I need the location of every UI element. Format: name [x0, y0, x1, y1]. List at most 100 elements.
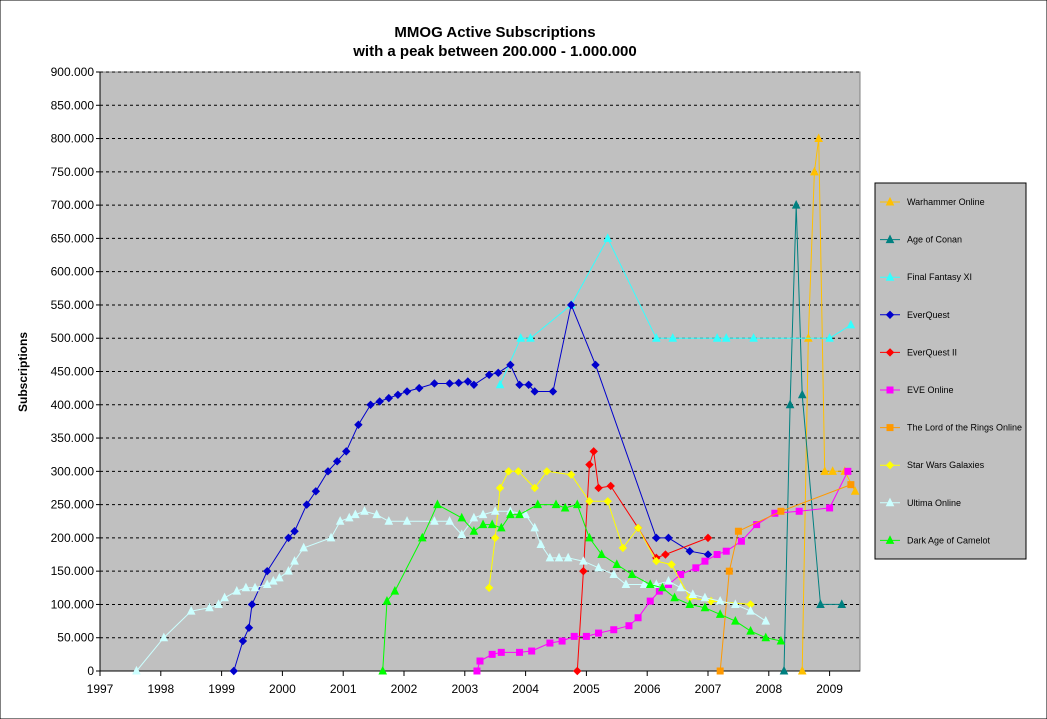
y-tick-label: 800.000 [51, 132, 95, 146]
y-tick-label: 400.000 [51, 398, 95, 412]
data-point [548, 387, 558, 396]
data-point [229, 666, 238, 676]
x-tick-label: 2003 [451, 682, 478, 696]
data-point [850, 486, 860, 495]
data-point [484, 583, 494, 593]
data-point [846, 319, 856, 329]
data-point [238, 636, 248, 646]
data-point [457, 512, 467, 522]
y-tick-label: 550.000 [51, 298, 95, 312]
legend-label: Warhammer Online [907, 197, 985, 207]
data-point [445, 516, 454, 525]
x-tick-label: 2004 [512, 682, 539, 696]
data-point [494, 368, 503, 378]
y-tick-label: 250.000 [51, 498, 95, 512]
data-point [625, 622, 633, 630]
legend-marker [885, 497, 895, 507]
x-tick-label: 1998 [147, 682, 174, 696]
data-point [445, 379, 454, 388]
data-point [797, 665, 807, 675]
data-point [816, 599, 825, 608]
legend-item: Age of Conan [880, 234, 962, 245]
x-tick-label: 2008 [755, 682, 782, 696]
data-point [594, 562, 603, 572]
data-point [504, 467, 513, 476]
data-point [159, 632, 169, 642]
data-point [262, 579, 272, 588]
data-point [545, 552, 555, 562]
data-point [220, 592, 229, 602]
y-tick-label: 600.000 [51, 265, 95, 279]
data-point [701, 557, 709, 565]
legend-label: Dark Age of Camelot [907, 535, 991, 545]
data-point [430, 379, 439, 388]
data-point [275, 572, 284, 582]
legend-item: Final Fantasy XI [880, 272, 972, 282]
data-point [478, 519, 488, 529]
data-point [214, 599, 223, 608]
data-point [570, 632, 578, 640]
data-point [506, 509, 515, 519]
data-point [430, 516, 439, 525]
y-tick-label: 0 [87, 664, 94, 678]
data-point [585, 532, 594, 542]
data-point [469, 512, 479, 522]
x-tick-label: 2007 [695, 682, 722, 696]
data-point [572, 499, 582, 509]
series-age-of-conan [779, 199, 847, 675]
data-point [250, 582, 260, 592]
data-point [712, 333, 722, 342]
legend-label: EverQuest II [907, 347, 957, 357]
x-tick-label: 2005 [573, 682, 600, 696]
data-point [652, 533, 661, 543]
legend-label: Star Wars Galaxies [907, 460, 985, 470]
data-point [664, 533, 673, 543]
data-point [609, 569, 619, 578]
data-point [777, 507, 785, 515]
data-point [487, 519, 497, 529]
grid-lines [100, 71, 860, 639]
data-point [516, 333, 526, 342]
data-point [579, 556, 588, 565]
data-point [262, 566, 272, 576]
data-point [603, 233, 612, 242]
data-point [667, 560, 676, 569]
legend-item: EVE Online [880, 385, 954, 395]
data-point [560, 502, 570, 512]
data-point [342, 447, 351, 456]
series-group [132, 133, 860, 676]
legend-label: Age of Conan [907, 235, 962, 245]
data-point [515, 380, 524, 390]
legend-item: Warhammer Online [880, 196, 985, 207]
data-point [776, 635, 786, 645]
data-point [554, 552, 564, 562]
data-point [457, 529, 467, 539]
legend: Warhammer Online Age of Conan Final Fantas… [880, 196, 1022, 545]
legend-item: The Lord of the Rings Online [880, 423, 1022, 433]
legend-label: EVE Online [907, 385, 954, 395]
y-tick-label: 150.000 [51, 564, 95, 578]
data-point [722, 547, 730, 555]
legend-item: Dark Age of Camelot [880, 535, 991, 545]
data-point [597, 549, 606, 559]
data-point [299, 542, 308, 552]
data-point [825, 333, 834, 342]
series-line [576, 451, 709, 672]
y-tick-label: 500.000 [51, 331, 95, 345]
data-point [814, 133, 823, 143]
y-axis-ticks: 0 50.000 100.000 150.000 200.000 250.000 300.0… [51, 65, 101, 678]
data-point [290, 556, 299, 565]
data-point [496, 522, 506, 532]
data-point [779, 665, 789, 675]
data-point [530, 483, 539, 493]
data-point [414, 383, 424, 393]
data-point [302, 500, 311, 509]
x-tick-label: 2006 [634, 682, 661, 696]
data-point [670, 592, 679, 602]
data-point [563, 552, 573, 562]
data-point [668, 333, 678, 342]
data-point [677, 570, 685, 578]
y-tick-label: 50.000 [57, 631, 94, 645]
y-tick-label: 650.000 [51, 231, 95, 245]
